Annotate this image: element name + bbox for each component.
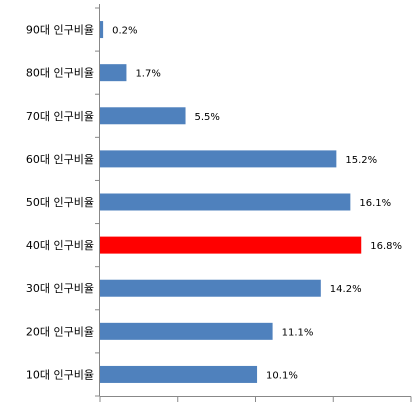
data-label-2: 5.5% bbox=[195, 112, 220, 123]
category-label-2: 70대 인구비율 bbox=[26, 110, 94, 123]
bar-8 bbox=[100, 365, 258, 383]
data-label-8: 10.1% bbox=[266, 370, 298, 381]
category-label-8: 10대 인구비율 bbox=[26, 368, 94, 381]
category-label-6: 30대 인구비율 bbox=[26, 282, 94, 295]
data-label-3: 15.2% bbox=[345, 155, 377, 166]
bar-6 bbox=[100, 279, 321, 297]
data-label-6: 14.2% bbox=[330, 284, 362, 295]
bar-1 bbox=[100, 64, 127, 82]
bar-0 bbox=[100, 21, 104, 39]
labels-layer: 90대 인구비율 0.2% 80대 인구비율 1.7% 70대 인구비율 5.5% 60대 … bbox=[26, 24, 402, 382]
category-label-3: 60대 인구비율 bbox=[26, 153, 94, 166]
axis-layer bbox=[95, 4, 412, 402]
bars-layer bbox=[100, 21, 362, 383]
category-label-5: 40대 인구비율 bbox=[26, 239, 94, 252]
bar-2 bbox=[100, 107, 186, 125]
category-label-7: 20대 인구비율 bbox=[26, 325, 94, 338]
data-label-1: 1.7% bbox=[135, 69, 160, 80]
category-label-4: 50대 인구비율 bbox=[26, 196, 94, 209]
bar-4 bbox=[100, 193, 351, 211]
data-label-7: 11.1% bbox=[282, 327, 314, 338]
data-label-4: 16.1% bbox=[359, 198, 391, 209]
bar-7 bbox=[100, 322, 273, 340]
data-label-0: 0.2% bbox=[112, 26, 137, 37]
data-label-5: 16.8% bbox=[370, 241, 402, 252]
category-label-0: 90대 인구비율 bbox=[26, 24, 94, 37]
bar-5 bbox=[100, 236, 362, 254]
bar-3 bbox=[100, 150, 337, 168]
category-label-1: 80대 인구비율 bbox=[26, 67, 94, 80]
